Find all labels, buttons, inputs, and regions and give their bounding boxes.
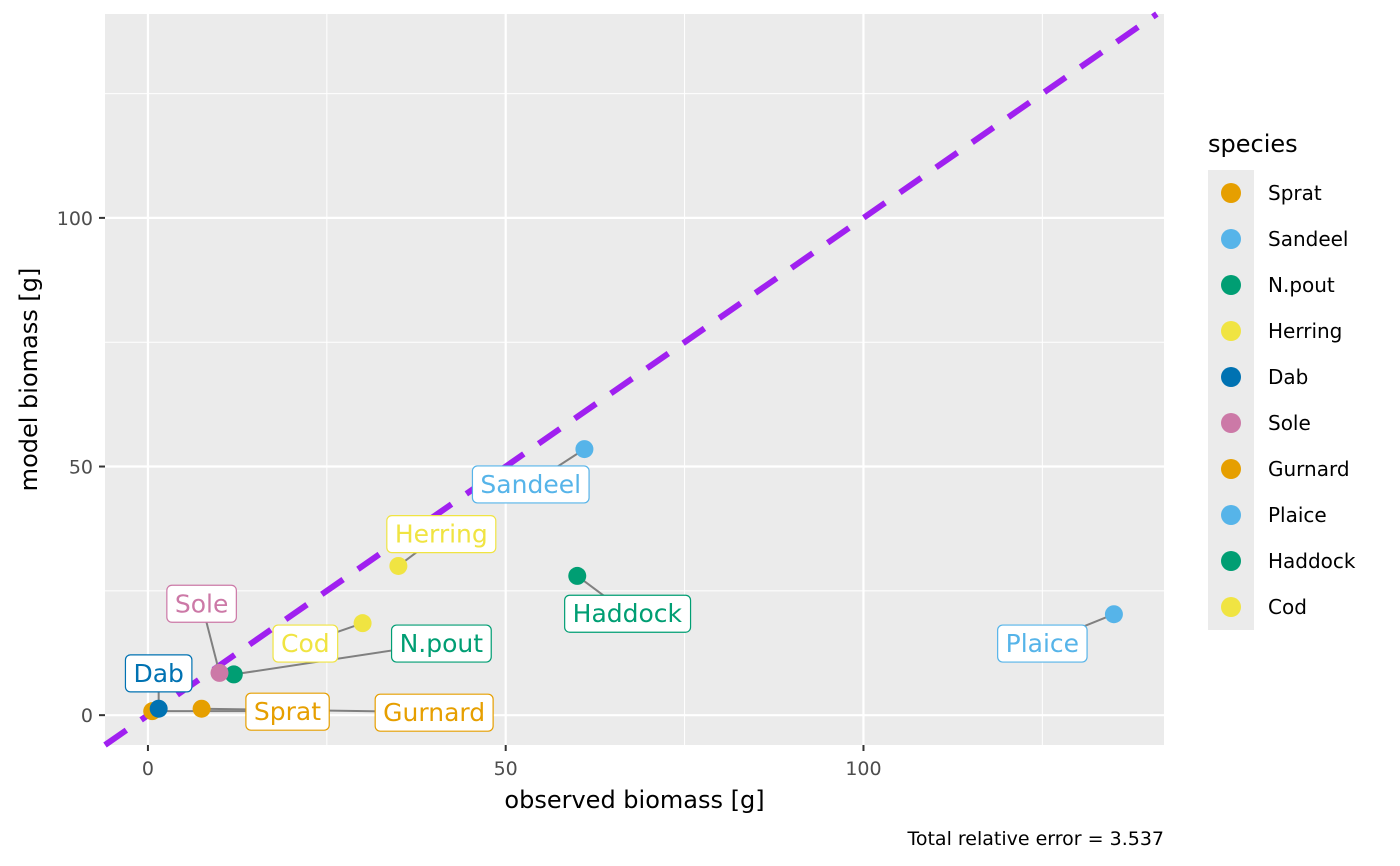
legend-label: Dab [1268,365,1308,389]
data-point [210,663,229,682]
legend-label: Sole [1268,411,1311,435]
legend-label: Herring [1268,319,1342,343]
y-tick-label: 50 [69,457,93,479]
legend-label: Sandeel [1268,227,1349,251]
identity-line-layer [103,11,1159,748]
point-label: Dab [124,654,193,693]
legend-label: N.pout [1268,273,1335,297]
point-label: Cod [272,624,339,663]
point-label-box [997,624,1088,663]
legend-key [1221,229,1241,249]
point-label: Sandeel [471,465,590,504]
point-label-box [166,584,237,623]
legend-key [1221,413,1241,433]
legend-key [1221,367,1241,387]
x-tick-label: 0 [142,758,154,780]
point-label-text: Sole [175,589,229,618]
legend-key [1221,551,1241,571]
point-label-text: Herring [395,520,488,549]
x-tick-label: 50 [494,758,518,780]
legend: species Sprat Sandeel N.pout Herring Dab Sole… [1208,130,1356,630]
labels-layer: Sprat Sandeel N.pout Herring Dab Sole Gurnard P… [124,465,1088,732]
data-point [389,556,408,575]
legend-key [1221,597,1241,617]
point-label-box [471,465,590,504]
point-label-text: Cod [281,629,330,658]
point-label: Plaice [997,624,1088,663]
point-label-box [374,693,494,732]
point-label-text: Gurnard [383,698,485,727]
data-point [353,614,372,633]
x-axis-title: observed biomass [g] [504,786,764,814]
axes: 0 50 100 0 50 100 [57,208,882,780]
legend-label: Cod [1268,595,1307,619]
point-label: Haddock [564,594,692,633]
point-label-box [564,594,692,633]
point-label-text: Sandeel [480,470,581,499]
point-label-box [124,654,193,693]
point-label: Gurnard [374,693,494,732]
identity-line [103,11,1159,748]
y-tick-label: 100 [57,208,93,230]
legend-title: species [1208,130,1298,158]
x-tick-label: 100 [845,758,881,780]
point-label: Herring [386,515,497,554]
legend-key [1221,183,1241,203]
legend-items: Sprat Sandeel N.pout Herring Dab Sole Gurnard P… [1221,181,1356,619]
point-label-text: N.pout [400,629,484,658]
data-point [224,665,243,684]
legend-label: Plaice [1268,503,1327,527]
point-label-box [386,515,497,554]
data-point [149,699,168,718]
legend-key [1221,459,1241,479]
data-point [1104,605,1123,624]
point-label-box [272,624,339,663]
data-point [575,440,594,459]
point-label: Sole [166,584,237,623]
legend-label: Sprat [1268,181,1322,205]
y-axis-title: model biomass [g] [15,268,43,492]
legend-key [1221,275,1241,295]
data-point [568,566,587,585]
point-label-text: Sprat [254,697,321,726]
caption: Total relative error = 3.537 [906,828,1164,850]
point-label-box [390,624,492,663]
point-label-text: Plaice [1006,629,1079,658]
legend-key [1221,321,1241,341]
points-layer [143,440,1123,721]
point-label-text: Dab [133,659,183,688]
data-point [192,699,211,718]
y-tick-label: 0 [81,705,93,727]
point-label-text: Haddock [573,599,683,628]
grid [105,14,1164,745]
point-label: N.pout [390,624,492,663]
point-label: Sprat [245,692,330,731]
legend-key [1221,505,1241,525]
legend-label: Haddock [1268,549,1356,573]
point-label-box [245,692,330,731]
legend-label: Gurnard [1268,457,1350,481]
